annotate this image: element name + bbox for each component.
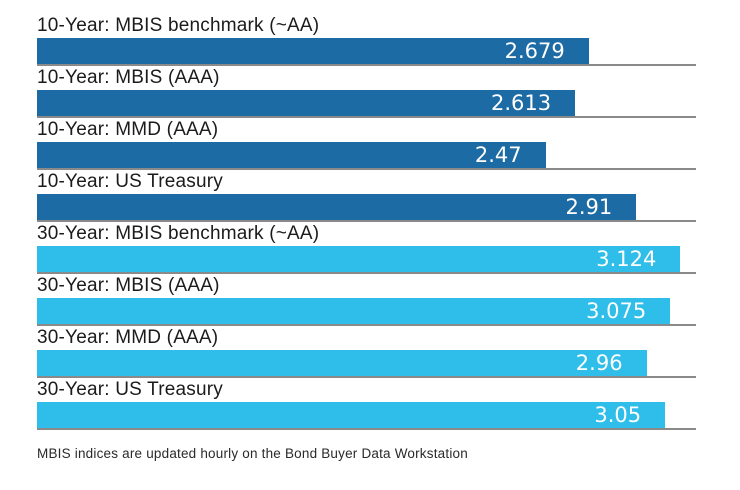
- bar-row: 30-Year: MBIS (AAA) 3.075: [37, 274, 696, 326]
- category-label: 10-Year: US Treasury: [37, 171, 223, 192]
- bar-value-label: 3.075: [586, 299, 647, 323]
- bar-value-label: 2.91: [565, 195, 613, 219]
- category-label: 30-Year: MBIS benchmark (~AA): [37, 223, 320, 244]
- bar-row: 10-Year: MBIS (AAA) 2.613: [37, 66, 696, 118]
- bar-value-label: 2.613: [490, 91, 552, 115]
- bar-track: 3.124: [37, 246, 696, 274]
- category-label: 10-Year: MBIS benchmark (~AA): [37, 15, 320, 36]
- bar-row: 30-Year: MMD (AAA) 2.96: [37, 326, 696, 378]
- bar: 2.679: [37, 38, 589, 64]
- bar-track: 2.91: [37, 194, 696, 222]
- bar: 2.91: [37, 194, 637, 220]
- bar-track: 3.075: [37, 298, 696, 326]
- bar-track: 2.679: [37, 38, 696, 66]
- bar-track: 3.05: [37, 402, 696, 430]
- bar: 3.05: [37, 402, 666, 428]
- bar: 3.075: [37, 298, 671, 324]
- bar-row: 10-Year: US Treasury 2.91: [37, 170, 696, 222]
- bar: 2.96: [37, 350, 647, 376]
- bar-row: 10-Year: MMD (AAA) 2.47: [37, 118, 696, 170]
- bar-track: 2.96: [37, 350, 696, 378]
- bar-row: 30-Year: MBIS benchmark (~AA) 3.124: [37, 222, 696, 274]
- bar-track: 2.47: [37, 142, 696, 170]
- bar-row: 30-Year: US Treasury 3.05: [37, 378, 696, 430]
- chart-footnote: MBIS indices are updated hourly on the B…: [37, 446, 468, 461]
- bar-track: 2.613: [37, 90, 696, 118]
- bar-value-label: 2.679: [504, 39, 565, 63]
- bar: 2.47: [37, 142, 546, 168]
- bar: 3.124: [37, 246, 681, 272]
- bar-value-label: 2.47: [474, 143, 522, 167]
- category-label: 10-Year: MBIS (AAA): [37, 67, 220, 88]
- category-label: 30-Year: US Treasury: [37, 379, 223, 400]
- bar: 2.613: [37, 90, 576, 116]
- category-label: 10-Year: MMD (AAA): [37, 119, 219, 140]
- bar-value-label: 3.124: [596, 247, 657, 271]
- bar-row: 10-Year: MBIS benchmark (~AA) 2.679: [37, 14, 696, 66]
- bar-value-label: 2.96: [575, 351, 623, 375]
- category-label: 30-Year: MMD (AAA): [37, 327, 219, 348]
- bar-value-label: 3.05: [594, 403, 642, 427]
- category-label: 30-Year: MBIS (AAA): [37, 275, 220, 296]
